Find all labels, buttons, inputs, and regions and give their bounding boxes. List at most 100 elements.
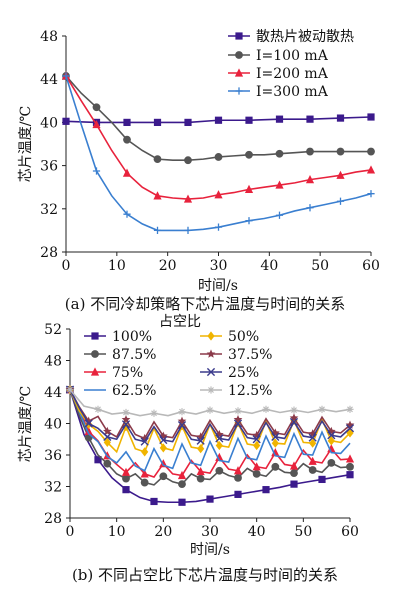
legend-entry: 25%	[200, 365, 259, 381]
data-point	[345, 424, 355, 433]
data-point	[306, 115, 314, 123]
data-point	[177, 420, 187, 430]
x-tick-label: 50	[294, 524, 312, 540]
data-point	[196, 436, 205, 445]
series-7	[66, 386, 354, 417]
data-point	[92, 103, 101, 112]
legend-entry: 37.5%	[200, 347, 272, 363]
data-point	[215, 440, 223, 451]
data-point	[178, 480, 186, 489]
data-point	[214, 153, 223, 161]
data-point	[153, 226, 162, 234]
data-point	[122, 168, 132, 177]
data-point	[140, 469, 149, 478]
legend-label: 100%	[112, 329, 152, 345]
legend-entry: I=100 mA	[228, 48, 329, 64]
legend-marker	[207, 331, 215, 341]
data-point	[253, 440, 261, 451]
data-point	[197, 444, 205, 454]
chart-b-caption: (b) 不同占空比下芯片温度与时间的关系	[72, 566, 338, 584]
data-point	[234, 490, 242, 498]
data-point	[346, 405, 354, 413]
legend-entry: 87.5%	[84, 347, 156, 363]
data-point	[94, 405, 102, 413]
data-point	[327, 436, 335, 446]
series-line	[69, 389, 351, 479]
data-point	[367, 190, 375, 198]
legend-label: 散热片被动散热	[256, 29, 354, 45]
legend-entry: 50%	[200, 329, 259, 345]
x-tick-label: 20	[159, 258, 177, 274]
chart-a-x-label: 时间/s	[198, 278, 238, 294]
data-point	[121, 467, 131, 476]
data-point	[159, 443, 167, 453]
legend-label: I=300 mA	[256, 84, 329, 100]
series-line	[69, 389, 351, 486]
legend-label: 87.5%	[112, 347, 156, 363]
data-point	[184, 156, 192, 165]
chart-a-y-label: 芯片温度/℃	[18, 106, 34, 182]
data-point	[327, 458, 336, 467]
data-point	[62, 117, 70, 125]
data-point	[123, 210, 131, 218]
data-point	[214, 190, 223, 199]
legend-label: 37.5%	[228, 347, 272, 363]
y-tick-label: 36	[40, 159, 58, 175]
data-point	[345, 454, 355, 463]
series-0	[66, 386, 354, 506]
data-point	[103, 432, 112, 441]
data-point	[196, 466, 205, 476]
legend-label: 75%	[112, 365, 143, 381]
series-6	[65, 385, 355, 446]
chart-b-legend-title: 占空比	[159, 314, 201, 330]
data-point	[103, 437, 111, 447]
series-line	[69, 389, 351, 440]
chart-a: 0 10 20 30 40 50 60 28 32 36 40 44 48 散热片被动散热 I=100 m…	[18, 29, 380, 313]
data-point	[159, 435, 168, 445]
data-point	[271, 448, 280, 457]
data-point	[206, 406, 214, 414]
data-point	[367, 147, 375, 156]
x-tick-label: 0	[62, 258, 71, 274]
data-point	[305, 175, 315, 184]
data-point	[177, 470, 187, 480]
chart-a-caption: (a) 不同冷却策略下芯片温度与时间的关系	[65, 295, 345, 313]
x-tick-label: 60	[362, 258, 380, 274]
data-point	[122, 408, 130, 417]
x-tick-label: 10	[108, 524, 126, 540]
data-point	[252, 462, 261, 471]
series-3	[69, 389, 351, 472]
y-tick-label: 32	[40, 202, 58, 218]
data-point	[150, 497, 158, 506]
data-point	[234, 407, 242, 415]
data-point	[150, 409, 158, 417]
series-1	[66, 385, 354, 489]
data-point	[275, 211, 284, 219]
x-tick-label: 40	[248, 524, 266, 540]
chart-b-x-label: 时间/s	[190, 542, 230, 558]
legend-marker	[235, 87, 243, 95]
y-tick-label: 40	[44, 417, 62, 433]
data-point	[367, 113, 375, 121]
data-point	[122, 422, 130, 432]
data-point	[306, 204, 314, 212]
data-point	[244, 184, 254, 193]
legend-marker	[206, 349, 216, 358]
data-point	[271, 438, 279, 448]
data-point	[245, 150, 253, 159]
data-point	[290, 480, 298, 488]
data-point	[252, 470, 261, 478]
x-tick-label: 60	[341, 524, 359, 540]
series-line	[69, 389, 351, 443]
data-point	[262, 405, 270, 413]
data-point	[366, 165, 376, 174]
legend-marker	[235, 51, 243, 59]
x-tick-label: 50	[311, 258, 329, 274]
data-point	[84, 419, 93, 428]
legend-entry: 75%	[84, 365, 143, 381]
y-tick-label: 48	[44, 354, 62, 370]
data-point	[306, 147, 314, 156]
data-point	[214, 223, 223, 231]
data-point	[234, 473, 242, 482]
